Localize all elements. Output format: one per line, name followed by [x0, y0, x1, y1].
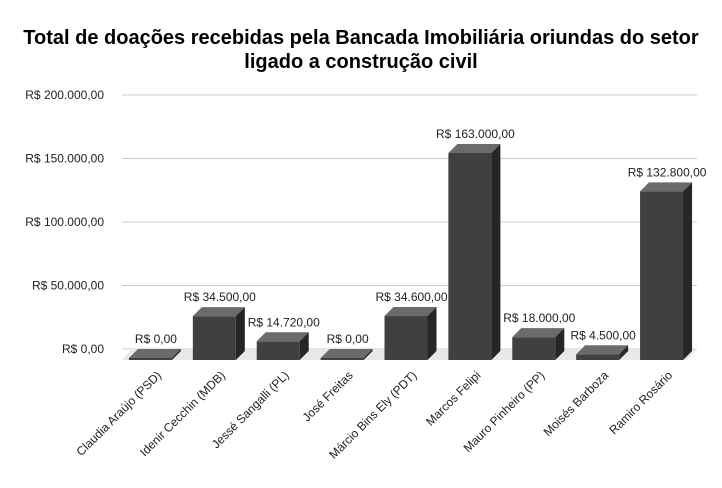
bar-top [640, 182, 693, 192]
y-tick-label: R$ 0,00 [62, 342, 104, 356]
bar-top [320, 349, 373, 358]
chart-title-line-2: ligado a construção civil [244, 51, 477, 73]
data-label: R$ 132.800,00 [628, 165, 707, 179]
bar-front [640, 191, 684, 360]
x-category-label: Moisés Barboza [541, 368, 612, 439]
bar-side [427, 307, 437, 360]
bar [640, 182, 693, 360]
chart-title-line-1: Total de doações recebidas pela Bancada … [23, 27, 699, 49]
data-labels: R$ 0,00 R$ 34.500,00 R$ 14.720,00 R$ 0,00 R$… [135, 127, 707, 346]
bar-top [576, 345, 629, 355]
bar-side [555, 328, 565, 360]
bar [512, 328, 565, 360]
x-axis-categories: Claudia Araújo (PSD)Idenir Cecchin (MDB)… [74, 368, 676, 462]
bar [576, 345, 629, 360]
bar-top [128, 349, 181, 358]
y-tick-label: R$ 100.000,00 [25, 215, 104, 229]
bar-top [192, 307, 245, 317]
y-axis-ticks: R$ 0,00 R$ 50.000,00 R$ 100.000,00 R$ 150.0… [25, 88, 104, 356]
x-category-label: Ramiro Rosário [606, 368, 675, 437]
bar-top [448, 143, 501, 153]
data-label: R$ 163.000,00 [436, 127, 515, 141]
bar-front [128, 358, 172, 360]
bar-front [576, 354, 620, 360]
data-label: R$ 4.500,00 [570, 328, 636, 342]
y-tick-label: R$ 200.000,00 [25, 88, 104, 102]
bar-side [171, 349, 181, 360]
bar [192, 307, 245, 360]
bar-side [363, 349, 373, 360]
bar-front [320, 358, 364, 360]
bar-side [619, 345, 629, 360]
data-label: R$ 0,00 [135, 332, 177, 346]
data-label: R$ 14.720,00 [248, 315, 320, 329]
data-label: R$ 34.500,00 [184, 290, 256, 304]
bar [448, 143, 501, 360]
bar-front [192, 316, 236, 360]
bar-side [235, 307, 245, 360]
bar-top [512, 328, 565, 338]
bar-top [256, 332, 309, 342]
bar-side [683, 182, 693, 360]
y-tick-label: R$ 150.000,00 [25, 152, 104, 166]
bar [256, 332, 309, 360]
y-tick-label: R$ 50.000,00 [32, 279, 104, 293]
bar [384, 307, 437, 360]
bar-front [448, 152, 492, 360]
bar-top [384, 307, 437, 317]
bar-front [384, 316, 428, 360]
bars [128, 143, 693, 360]
bar-front [512, 337, 556, 360]
chart-title: Total de doações recebidas pela Bancada … [23, 27, 699, 73]
bar-side [491, 143, 501, 360]
bar [128, 349, 181, 360]
data-label: R$ 34.600,00 [375, 290, 447, 304]
x-category-label: Marcos Felipi [423, 368, 483, 428]
data-label: R$ 0,00 [327, 332, 369, 346]
bar [320, 349, 373, 360]
bar-side [299, 332, 309, 360]
bar-front [256, 341, 300, 360]
x-category-label: José Freitas [300, 368, 356, 424]
data-label: R$ 18.000,00 [503, 311, 575, 325]
